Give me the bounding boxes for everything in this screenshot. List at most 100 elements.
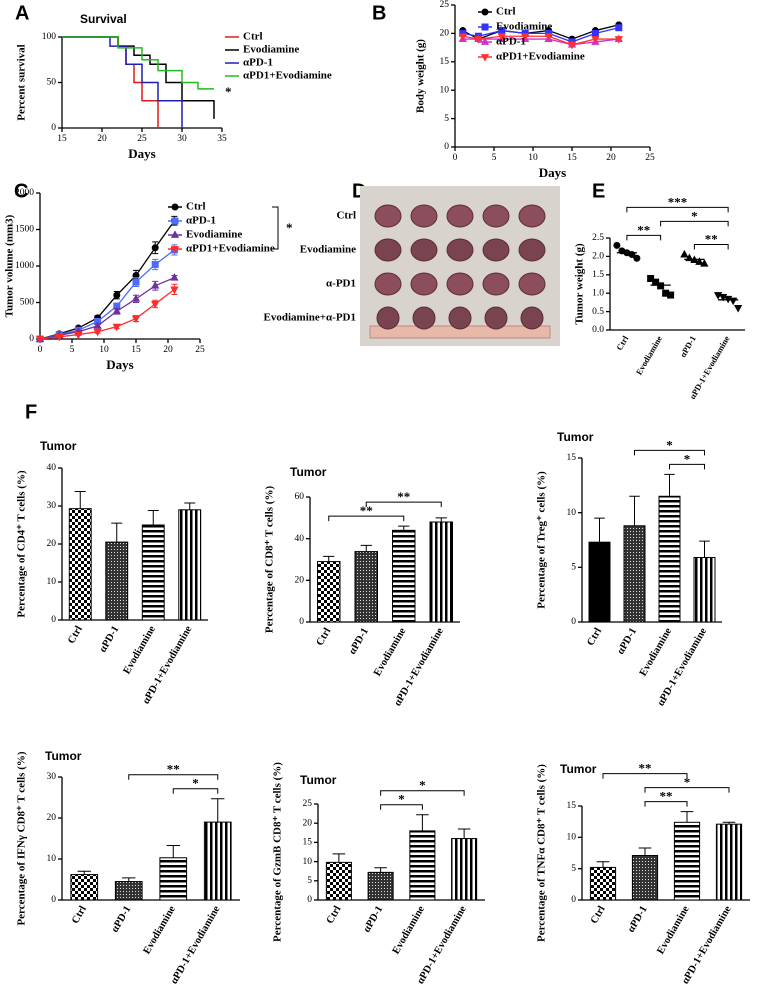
y-tick-label: 40 — [47, 463, 57, 473]
bar — [588, 541, 611, 623]
marker — [481, 8, 489, 16]
marker — [667, 291, 675, 299]
legend-label: αPD-1 — [496, 36, 526, 48]
x-axis-label: Days — [539, 165, 566, 180]
bar — [68, 508, 92, 621]
significance-label: ** — [660, 789, 673, 804]
significance-label: *** — [668, 194, 688, 209]
row-label: α-PD1 — [326, 278, 356, 290]
tumor — [446, 204, 474, 228]
marker — [521, 33, 530, 41]
y-axis-label: Tumor weight (g) — [574, 243, 586, 325]
x-tick-label: αPD-1 — [615, 626, 639, 656]
survival-curve — [62, 36, 215, 119]
y-tick-label: 10 — [567, 508, 577, 518]
y-axis-label: Percent survival — [16, 44, 28, 120]
y-tick-label: 5 — [444, 114, 449, 124]
significance-label: * — [691, 208, 698, 223]
x-tick-label: Evodiamine — [655, 904, 692, 956]
marker — [131, 315, 141, 324]
x-axis-label: Days — [106, 357, 133, 372]
row-label: Ctrl — [336, 210, 356, 222]
bar — [105, 541, 129, 621]
x-tick-label: Evodiamine — [391, 904, 428, 956]
marker — [151, 261, 159, 269]
significance-bracket — [328, 515, 405, 522]
chart-title: Survival — [80, 12, 127, 26]
tumor — [410, 238, 438, 262]
y-axis-label: Tumor volume (mm3) — [4, 214, 16, 317]
error-bar — [74, 491, 86, 509]
y-tick-label: 20 — [440, 29, 450, 39]
significance-label: ** — [167, 762, 180, 777]
marker — [112, 323, 121, 332]
bar — [623, 525, 646, 623]
tumor — [374, 238, 402, 262]
y-axis-label: Percentage of CD8⁺ T cells (%) — [264, 486, 276, 634]
bar — [141, 524, 165, 621]
marker — [614, 36, 623, 44]
marker — [55, 333, 64, 342]
series-line — [462, 27, 619, 43]
tumor — [520, 306, 544, 330]
y-axis-label: Body weight (g) — [415, 39, 427, 113]
bar — [589, 866, 617, 901]
marker — [93, 321, 102, 329]
tumor — [412, 306, 436, 330]
marker — [633, 254, 641, 262]
panel-label: F — [25, 401, 37, 423]
bar — [70, 874, 99, 901]
error-bar — [374, 867, 387, 873]
series-line — [462, 24, 619, 40]
marker — [151, 301, 160, 309]
legend-label: Evodiamine — [496, 21, 552, 33]
y-tick-label: 10 — [440, 85, 450, 95]
error-bar — [594, 517, 605, 543]
error-bar — [332, 853, 346, 863]
y-tick-label: 10 — [47, 854, 57, 864]
tumor — [518, 204, 546, 228]
x-tick-label: 20 — [606, 153, 616, 163]
error-bar — [147, 510, 159, 525]
marker — [480, 37, 490, 45]
error-bar — [111, 522, 123, 543]
error-bar — [416, 814, 429, 831]
significance-label: ** — [637, 222, 650, 237]
x-tick-label: Ctrl — [589, 904, 608, 926]
significance-bracket — [660, 220, 729, 227]
marker — [151, 244, 159, 252]
tumor — [518, 272, 546, 296]
significance-bracket — [693, 244, 729, 250]
row-label: Evodiamine — [300, 244, 356, 256]
chart-title: Tumor — [290, 465, 327, 479]
error-bar — [435, 517, 447, 522]
y-tick-label: 0 — [571, 895, 576, 905]
bar — [429, 521, 453, 623]
series-line — [462, 35, 619, 46]
marker — [458, 33, 467, 41]
y-tick-label: 0 — [444, 142, 449, 152]
bar — [658, 495, 681, 623]
error-bar — [680, 811, 694, 823]
legend-label: Ctrl — [496, 6, 516, 18]
panel-label: C — [14, 180, 28, 202]
y-tick-label: 30 — [47, 772, 57, 782]
x-tick-label: 30 — [177, 134, 187, 144]
marker — [700, 259, 709, 267]
x-tick-label: Evodiamine — [372, 626, 409, 678]
error-bar — [122, 877, 136, 882]
marker — [497, 33, 506, 41]
legend-label: αPD1+Evodiamine — [243, 70, 332, 82]
x-tick-label: αPD-1 — [678, 334, 698, 359]
error-bar — [457, 828, 471, 839]
significance-label: * — [192, 776, 199, 791]
error-bar — [699, 540, 710, 558]
x-tick-label: 10 — [99, 345, 109, 355]
x-tick-label: Evodiamine — [142, 904, 179, 956]
marker — [733, 305, 743, 313]
x-tick-label: 0 — [453, 153, 458, 163]
significance-bracket — [644, 801, 688, 807]
y-tick-label: 1.0 — [592, 288, 604, 298]
row-label: Evodiamine+α-PD1 — [264, 312, 356, 324]
